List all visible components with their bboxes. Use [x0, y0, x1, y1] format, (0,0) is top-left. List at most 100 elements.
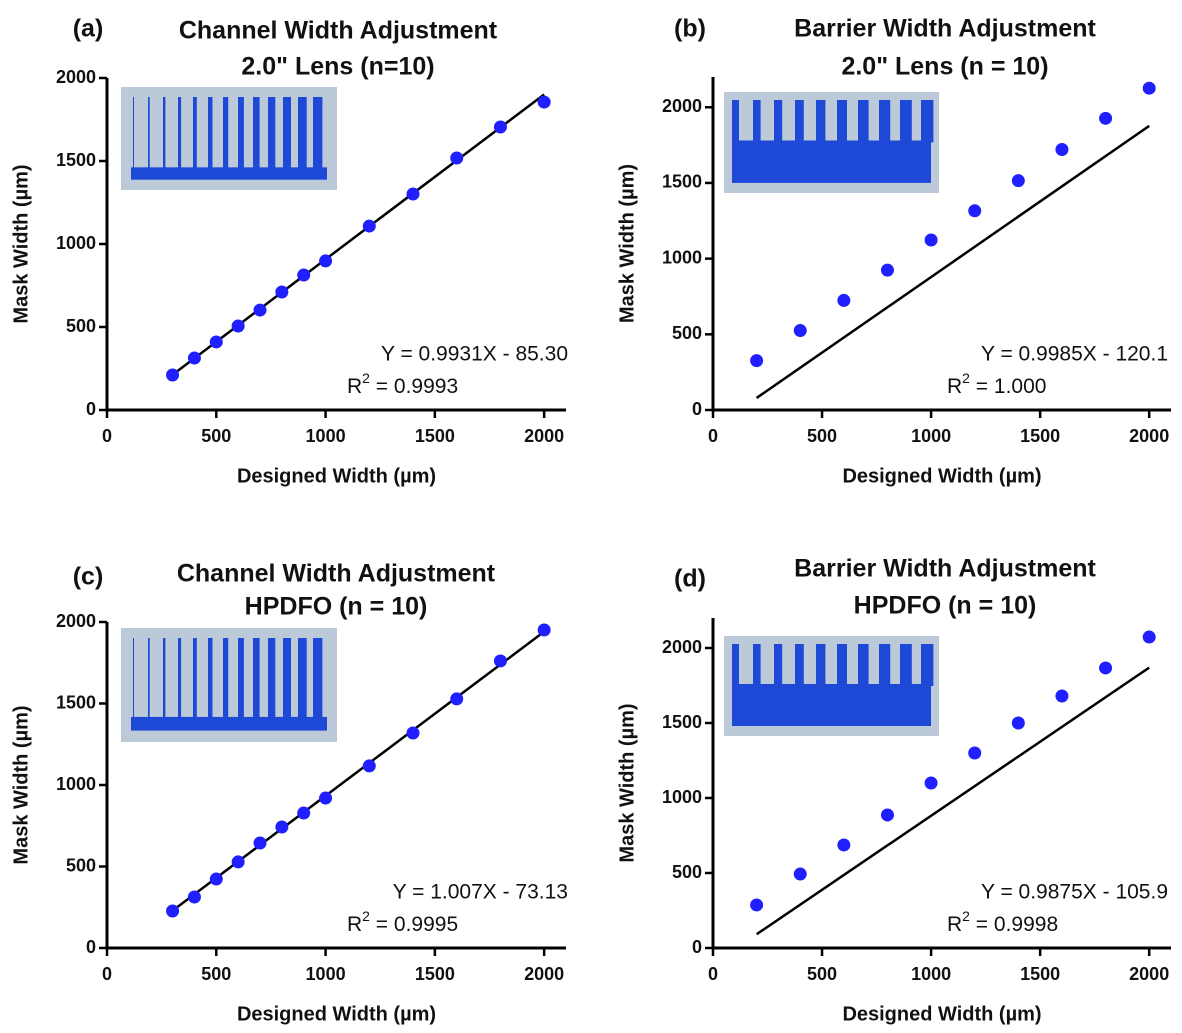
data-point [1055, 143, 1069, 157]
inset-tooth [816, 100, 826, 143]
inset-stripe [253, 638, 260, 718]
inset-stripe [163, 97, 166, 170]
data-point [1099, 661, 1113, 675]
data-point [750, 354, 764, 368]
r-squared-sup: 2 [962, 370, 970, 386]
inset-stripe [238, 97, 244, 170]
inset-tooth [900, 100, 912, 143]
data-point [968, 204, 982, 218]
x-axis-label: Designed Width (µm) [237, 465, 436, 487]
inset-stripe [133, 638, 134, 718]
chart-title: Channel Width Adjustment [177, 560, 496, 588]
x-tick-label: 500 [807, 426, 837, 446]
y-tick-label: 2000 [662, 96, 702, 116]
y-axis-label: Mask Width (µm) [616, 164, 638, 323]
inset-photo [724, 92, 939, 193]
y-tick-label: 2000 [56, 611, 96, 631]
data-point [166, 904, 180, 918]
inset-base [732, 684, 931, 726]
fit-equation: Y = 0.9875X - 105.9 [981, 881, 1168, 904]
inset-stripe [193, 638, 197, 718]
data-point [319, 254, 333, 268]
x-tick-label: 0 [708, 964, 718, 984]
data-point [253, 303, 267, 317]
data-point [450, 692, 464, 706]
panel-label: (a) [73, 15, 104, 43]
x-tick-label: 500 [201, 426, 231, 446]
inset-tooth [837, 100, 847, 143]
inset-stripe [313, 638, 323, 718]
inset-stripe [313, 97, 323, 170]
data-point [231, 319, 245, 333]
x-axis-label: Designed Width (µm) [237, 1003, 436, 1025]
inset-tooth [921, 100, 934, 143]
data-point [837, 838, 851, 852]
r-squared: R2 = 1.000 [947, 370, 1046, 398]
r-squared: R2 = 0.9993 [347, 370, 458, 398]
fit-line [755, 666, 1150, 936]
data-point [1099, 111, 1113, 125]
x-axis-label: Designed Width (µm) [842, 1003, 1041, 1025]
inset-tooth [753, 644, 761, 686]
data-point [275, 285, 289, 299]
inset-photo [724, 636, 939, 736]
y-axis-label: Mask Width (µm) [616, 703, 638, 862]
y-tick-label: 1000 [56, 774, 96, 794]
inset-tooth [900, 644, 912, 686]
inset-stripe [208, 97, 213, 170]
inset-base [131, 716, 327, 731]
inset-stripe [178, 638, 182, 718]
inset-base [131, 167, 327, 180]
data-point [750, 898, 764, 912]
y-tick-label: 1500 [662, 172, 702, 192]
data-point [1055, 689, 1069, 703]
inset-stripe [178, 97, 182, 170]
y-axis-label: Mask Width (µm) [10, 164, 32, 323]
x-tick-label: 2000 [1129, 964, 1169, 984]
data-point [450, 151, 464, 165]
data-point [187, 351, 201, 365]
panel-label: (c) [73, 563, 104, 591]
inset-tooth [858, 644, 869, 686]
chart-subtitle: HPDFO (n = 10) [245, 593, 428, 621]
data-point [837, 293, 851, 307]
inset-stripe [133, 97, 134, 170]
x-tick-label: 0 [708, 426, 718, 446]
inset-tooth [732, 100, 739, 143]
data-point [187, 890, 201, 904]
data-point [793, 867, 807, 881]
x-tick-label: 1000 [306, 426, 346, 446]
inset-tooth [795, 100, 804, 143]
data-point [275, 820, 289, 834]
data-point [362, 759, 376, 773]
data-point [406, 187, 420, 201]
inset-stripe [268, 97, 276, 170]
data-point [1011, 716, 1025, 730]
r-squared-value: = 1.000 [970, 375, 1046, 398]
x-tick-label: 500 [807, 964, 837, 984]
inset-stripe [283, 638, 291, 718]
inset-tooth [837, 644, 847, 686]
r-squared-sup: 2 [362, 370, 370, 386]
data-point [1011, 174, 1025, 188]
fit-equation: Y = 0.9985X - 120.1 [981, 343, 1168, 366]
inset-stripe [148, 97, 150, 170]
fit-equation: Y = 0.9931X - 85.30 [381, 343, 568, 366]
inset-tooth [858, 100, 869, 143]
inset-stripe [238, 638, 244, 718]
r-squared-sup: 2 [962, 908, 970, 924]
r-squared-base: R [947, 375, 962, 398]
y-tick-label: 1500 [662, 712, 702, 732]
data-point [537, 623, 551, 637]
data-point [793, 324, 807, 338]
inset-stripe [223, 638, 229, 718]
inset-stripe [298, 97, 307, 170]
x-tick-label: 1000 [306, 964, 346, 984]
x-tick-label: 1500 [415, 964, 455, 984]
x-tick-label: 2000 [524, 426, 564, 446]
y-tick-label: 500 [672, 862, 702, 882]
x-tick-label: 1000 [911, 964, 951, 984]
data-point [297, 268, 311, 282]
inset-tooth [732, 644, 739, 686]
